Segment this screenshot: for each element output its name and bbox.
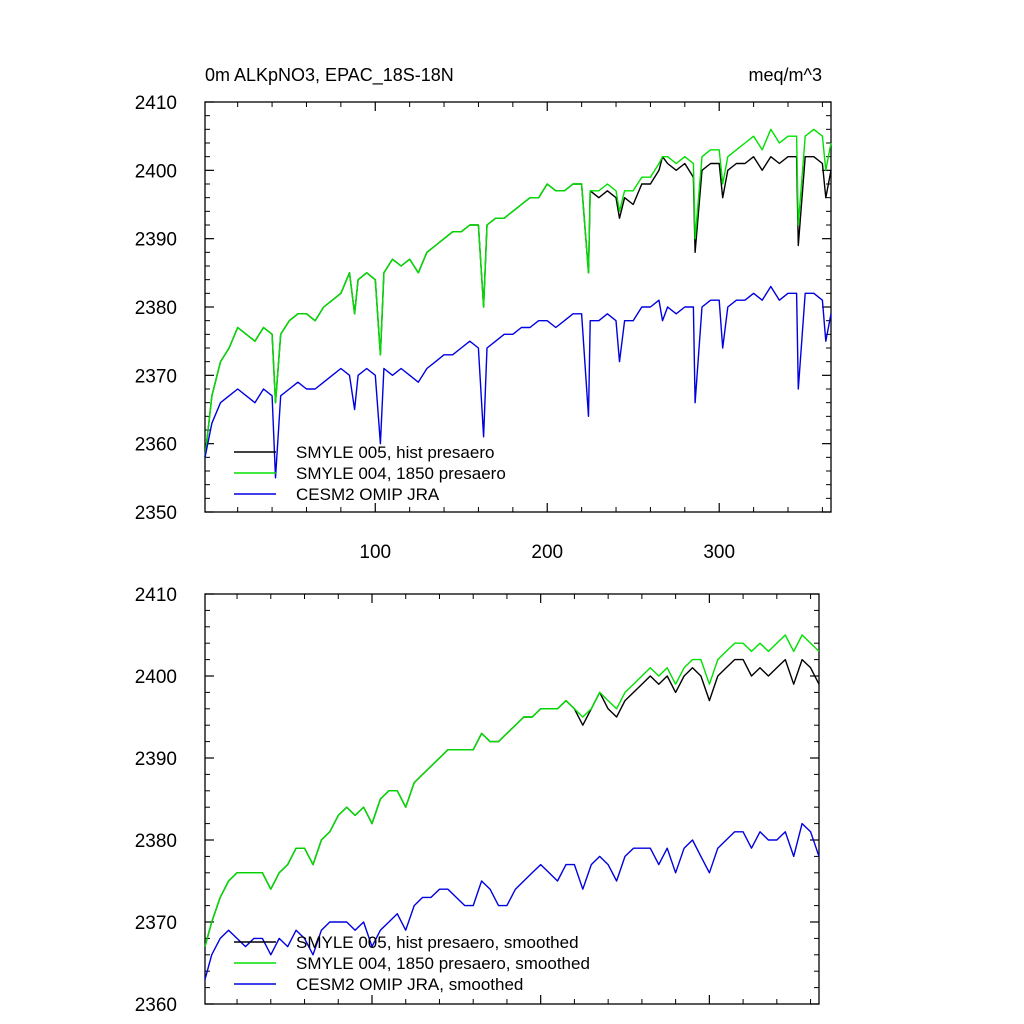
- top-series-lines: [204, 128, 832, 479]
- top-legend: SMYLE 005, hist presaero SMYLE 004, 1850 …: [234, 443, 506, 504]
- y-tick-label: 2390: [135, 749, 177, 770]
- y-tick-label: 2390: [135, 230, 177, 251]
- bottom-series-lines: [204, 634, 820, 980]
- legend-label: SMYLE 005, hist presaero, smoothed: [296, 933, 579, 952]
- y-tick-label: 2400: [135, 161, 177, 182]
- top-axis-ticks: 2350 2360 2370 2380 2390 2400 2410 100 200 300: [135, 93, 831, 563]
- y-tick-label: 2360: [135, 435, 177, 456]
- y-tick-label: 2400: [135, 667, 177, 688]
- y-tick-label: 2350: [135, 503, 177, 524]
- bottom-axis-ticks: 2360 2370 2380 2390 2400 2410: [135, 585, 819, 1016]
- top-panel: 0m ALKpNO3, EPAC_18S-18N meq/m^3 2350 236…: [135, 65, 832, 563]
- series-line-1: [204, 634, 820, 947]
- y-tick-label: 2410: [135, 93, 177, 114]
- x-tick-label: 100: [359, 542, 391, 563]
- y-tick-label: 2370: [135, 366, 177, 387]
- x-tick-label: 300: [703, 542, 735, 563]
- legend-label: SMYLE 004, 1850 presaero, smoothed: [296, 954, 590, 973]
- legend-label: CESM2 OMIP JRA: [296, 485, 440, 504]
- legend-label: CESM2 OMIP JRA, smoothed: [296, 975, 523, 994]
- top-panel-title: 0m ALKpNO3, EPAC_18S-18N: [205, 65, 454, 86]
- bottom-plot-frame: [204, 593, 820, 1005]
- y-tick-label: 2380: [135, 831, 177, 852]
- bottom-panel: 2360 2370 2380 2390 2400 2410 SMYLE 005, hist…: [135, 585, 820, 1016]
- series-line-2: [204, 822, 820, 980]
- y-tick-label: 2370: [135, 913, 177, 934]
- series-line-1: [204, 128, 832, 458]
- series-line-0: [204, 155, 832, 458]
- y-tick-label: 2360: [135, 995, 177, 1016]
- legend-label: SMYLE 004, 1850 presaero: [296, 464, 506, 483]
- y-tick-label: 2380: [135, 298, 177, 319]
- y-tick-label: 2410: [135, 585, 177, 606]
- series-line-0: [204, 658, 820, 947]
- top-panel-units: meq/m^3: [749, 65, 822, 85]
- series-line-2: [204, 285, 832, 479]
- x-tick-label: 200: [531, 542, 563, 563]
- legend-label: SMYLE 005, hist presaero: [296, 443, 494, 462]
- bottom-legend: SMYLE 005, hist presaero, smoothed SMYLE …: [234, 933, 590, 994]
